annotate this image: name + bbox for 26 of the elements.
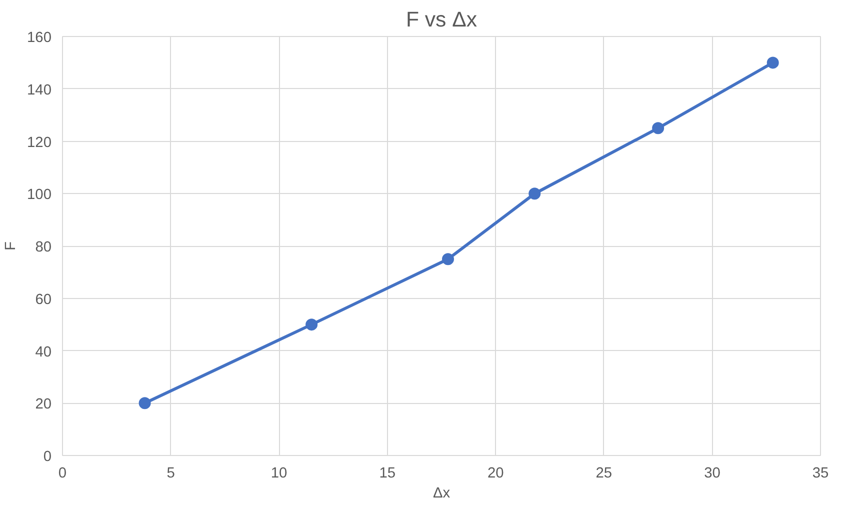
x-tick-label: 15 <box>379 466 396 482</box>
y-tick-label: 60 <box>35 292 52 308</box>
point <box>306 318 318 331</box>
y-tick-label: 120 <box>27 134 52 151</box>
x-tick-label: 20 <box>487 466 504 482</box>
x-tick-label: 0 <box>58 466 67 482</box>
y-axis-title: F <box>3 241 20 250</box>
point <box>652 122 664 134</box>
x-tick-label: 35 <box>812 466 829 482</box>
y-tick-label: 0 <box>43 449 52 465</box>
x-tick-label: 25 <box>596 466 612 482</box>
point <box>138 397 151 410</box>
point <box>766 56 779 69</box>
x-tick-label: 5 <box>166 466 175 482</box>
x-tick-label: 30 <box>704 466 720 482</box>
x-axis-title: Δx <box>432 486 451 502</box>
y-tick-label: 20 <box>35 396 52 413</box>
y-tick-label: 80 <box>35 240 52 256</box>
chart-title: F vs Δx <box>406 8 478 32</box>
x-tick-label: 10 <box>270 466 288 482</box>
y-tick-label: 160 <box>27 30 52 46</box>
y-tick-label: 100 <box>27 187 52 204</box>
y-tick-label: 40 <box>35 344 52 360</box>
point <box>528 188 541 200</box>
y-tick-label: 140 <box>27 82 52 98</box>
point <box>442 253 454 266</box>
